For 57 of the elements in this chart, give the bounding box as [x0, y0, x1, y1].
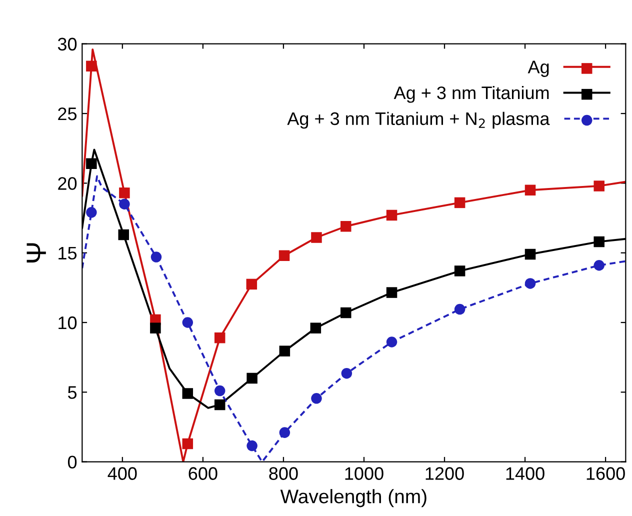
legend-label: Ag	[528, 60, 549, 77]
point	[86, 60, 97, 72]
point	[454, 304, 466, 315]
point	[150, 252, 162, 262]
point	[119, 198, 130, 210]
point	[311, 393, 322, 404]
point	[594, 236, 604, 248]
x-tick-label: 800	[269, 467, 298, 480]
legend-label: Ag + 3 nm Titanium	[394, 86, 549, 103]
x-tick-label: 400	[108, 467, 137, 480]
x-tick-label: 1200	[426, 467, 464, 480]
point	[182, 438, 194, 450]
y-tick-label: 5	[68, 386, 77, 399]
point	[594, 260, 604, 271]
point	[279, 427, 290, 438]
point	[524, 184, 536, 196]
y-tick-label: 15	[58, 246, 77, 260]
point	[386, 336, 398, 348]
x-tick-label: 1000	[345, 467, 384, 480]
point	[246, 372, 258, 384]
point	[310, 322, 322, 334]
point	[340, 307, 352, 318]
y-tick-label: 30	[58, 38, 77, 51]
y-tick-label: 20	[58, 177, 77, 190]
point	[524, 248, 536, 260]
point	[386, 287, 398, 298]
legend-label: Ag + 3 nm Titanium + N$_{2}$ plasma	[287, 112, 550, 129]
point	[386, 210, 398, 221]
x-tick-label: 1600	[586, 467, 625, 480]
y-tick-label: 10	[58, 316, 77, 330]
point	[182, 317, 194, 328]
point	[214, 385, 226, 396]
point	[214, 332, 226, 344]
point	[524, 278, 536, 289]
y-tick-label: 0	[68, 456, 77, 469]
point	[246, 440, 258, 452]
point	[214, 399, 226, 410]
point	[279, 346, 290, 356]
point	[182, 388, 194, 399]
point	[118, 229, 130, 240]
x-tick-label: 600	[188, 467, 218, 480]
point	[454, 197, 466, 208]
point	[150, 322, 161, 334]
point	[86, 207, 97, 218]
point	[119, 188, 130, 198]
point	[278, 250, 290, 262]
x-tick-label: 1400	[506, 467, 544, 480]
point	[246, 278, 258, 290]
point	[454, 266, 466, 276]
point	[594, 180, 604, 192]
point	[341, 368, 352, 379]
x-axis-title: Wavelength (nm)	[280, 489, 426, 508]
point	[340, 220, 352, 232]
point	[86, 158, 97, 170]
y-axis-title: Ψ	[26, 243, 46, 262]
point	[311, 232, 322, 243]
y-tick-label: 25	[58, 107, 77, 120]
